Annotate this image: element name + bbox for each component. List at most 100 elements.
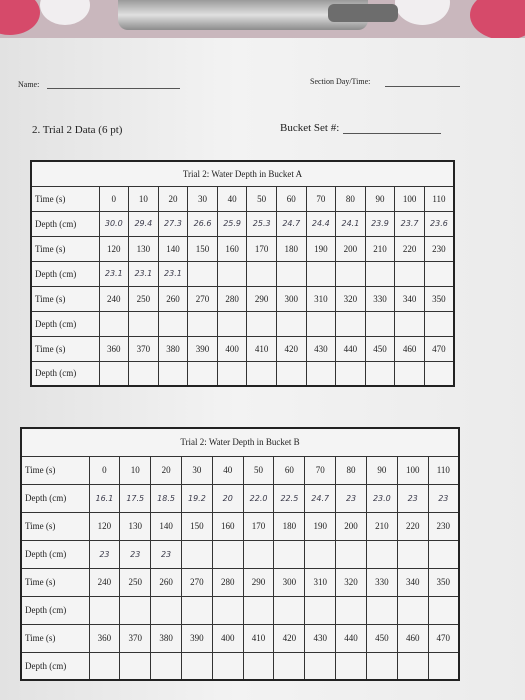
depth-cell: 25.9 — [216, 210, 248, 237]
time-cell: 360 — [98, 335, 130, 362]
time-row: Time (s) 120 130 140 150 160 170 180 190 200 210 22… — [20, 511, 460, 541]
depth-cell — [246, 360, 277, 387]
depth-cell: 23 — [427, 483, 460, 513]
depth-cell: 24.4 — [305, 210, 337, 237]
time-cell: 190 — [304, 511, 337, 541]
time-cell: 440 — [335, 623, 367, 653]
row-label: Time (s) — [30, 335, 100, 362]
row-label: Time (s) — [20, 623, 90, 653]
time-cell: 290 — [246, 285, 277, 312]
depth-cell — [305, 260, 337, 287]
depth-cell — [427, 651, 460, 681]
bucket-line — [343, 133, 441, 134]
time-cell: 30 — [187, 185, 218, 212]
depth-cell — [304, 651, 337, 681]
time-cell: 90 — [364, 185, 396, 212]
time-cell: 350 — [423, 285, 455, 312]
time-cell: 340 — [394, 285, 425, 312]
time-cell: 210 — [365, 511, 398, 541]
depth-row: Depth (cm) — [30, 310, 455, 337]
time-cell: 0 — [88, 455, 121, 485]
depth-cell — [364, 260, 396, 287]
time-cell: 450 — [364, 335, 396, 362]
time-cell: 120 — [98, 235, 130, 262]
time-cell: 280 — [216, 285, 248, 312]
pattern-dot — [470, 0, 525, 40]
depth-cell: 30.0 — [98, 210, 130, 237]
depth-cell — [119, 595, 152, 625]
time-cell: 80 — [335, 455, 367, 485]
time-cell: 160 — [216, 235, 248, 262]
time-cell: 50 — [246, 185, 277, 212]
time-cell: 430 — [305, 335, 337, 362]
depth-cell: 25.3 — [246, 210, 277, 237]
time-cell: 250 — [119, 567, 152, 597]
depth-cell — [423, 260, 455, 287]
depth-cell — [304, 595, 337, 625]
depth-cell — [242, 539, 275, 569]
depth-cell: 24.7 — [304, 483, 337, 513]
depth-cell — [364, 310, 396, 337]
depth-cell — [150, 595, 182, 625]
clipboard-clip — [118, 0, 398, 30]
pattern-dot — [395, 0, 450, 25]
name-line — [47, 88, 180, 89]
depth-cell — [335, 539, 367, 569]
depth-row: Depth (cm) 23.1 23.1 23.1 — [30, 260, 455, 287]
depth-cell: 27.3 — [157, 210, 189, 237]
depth-cell — [396, 651, 429, 681]
depth-cell: 23.9 — [364, 210, 396, 237]
section-label: Section Day/Time: — [310, 77, 371, 86]
depth-cell: 23 — [150, 539, 182, 569]
time-cell: 240 — [98, 285, 130, 312]
depth-cell — [98, 360, 130, 387]
time-cell: 370 — [128, 335, 159, 362]
time-cell: 280 — [211, 567, 244, 597]
row-label: Time (s) — [30, 235, 100, 262]
depth-cell — [216, 260, 248, 287]
time-cell: 250 — [128, 285, 159, 312]
time-cell: 150 — [187, 235, 218, 262]
row-label: Depth (cm) — [20, 651, 90, 681]
time-cell: 400 — [216, 335, 248, 362]
row-label: Depth (cm) — [30, 210, 100, 237]
depth-cell — [335, 360, 366, 387]
depth-cell: 29.4 — [128, 210, 159, 237]
time-cell: 160 — [211, 511, 244, 541]
depth-cell: 17.5 — [119, 483, 152, 513]
time-cell: 200 — [335, 235, 366, 262]
depth-cell — [423, 360, 455, 387]
time-cell: 320 — [335, 285, 366, 312]
row-label: Depth (cm) — [30, 360, 100, 387]
question-title: 2. Trial 2 Data (6 pt) — [32, 124, 123, 136]
time-cell: 80 — [335, 185, 366, 212]
time-cell: 370 — [119, 623, 152, 653]
time-cell: 380 — [157, 335, 189, 362]
row-label: Time (s) — [30, 185, 100, 212]
time-cell: 410 — [246, 335, 277, 362]
depth-cell — [305, 310, 337, 337]
time-cell: 180 — [273, 511, 306, 541]
depth-cell: 23.0 — [365, 483, 398, 513]
time-cell: 30 — [180, 455, 213, 485]
depth-cell — [394, 260, 425, 287]
time-cell: 440 — [335, 335, 366, 362]
time-cell: 470 — [423, 335, 455, 362]
depth-cell — [273, 651, 306, 681]
data-table: Trial 2: Water Depth in Bucket A Time (s)… — [30, 160, 455, 387]
depth-cell: 23.1 — [128, 260, 159, 287]
depth-cell — [216, 360, 248, 387]
caption-row: Trial 2: Water Depth in Bucket A — [30, 160, 455, 187]
time-cell: 330 — [364, 285, 396, 312]
time-cell: 150 — [180, 511, 213, 541]
depth-cell — [365, 595, 398, 625]
time-cell: 10 — [128, 185, 159, 212]
depth-cell — [335, 595, 367, 625]
depth-cell — [246, 310, 277, 337]
data-table: Trial 2: Water Depth in Bucket B Time (s)… — [20, 427, 460, 681]
name-label: Name: — [18, 80, 40, 89]
time-cell: 110 — [427, 455, 460, 485]
time-cell: 260 — [150, 567, 182, 597]
time-cell: 460 — [394, 335, 425, 362]
